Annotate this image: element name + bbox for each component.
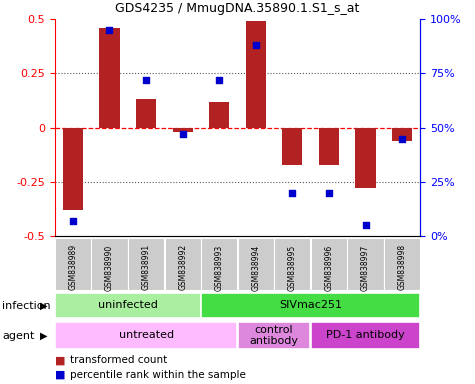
Text: GSM838995: GSM838995: [288, 244, 297, 291]
Text: control
antibody: control antibody: [249, 324, 299, 346]
Bar: [55, 322, 237, 349]
Bar: [384, 238, 420, 290]
Bar: [55, 293, 200, 318]
Text: percentile rank within the sample: percentile rank within the sample: [70, 370, 246, 380]
Bar: [201, 238, 238, 290]
Point: [362, 222, 370, 228]
Bar: [311, 322, 420, 349]
Text: GSM838991: GSM838991: [142, 244, 151, 290]
Point: [325, 190, 332, 196]
Bar: [209, 102, 229, 127]
Point: [142, 77, 150, 83]
Text: infection: infection: [2, 301, 51, 311]
Text: GSM838997: GSM838997: [361, 244, 370, 291]
Point: [69, 218, 77, 224]
Bar: [91, 238, 128, 290]
Point: [252, 42, 259, 48]
Bar: [164, 238, 201, 290]
Bar: [355, 127, 376, 189]
Bar: [201, 293, 420, 318]
Text: GSM838990: GSM838990: [105, 244, 114, 291]
Text: ▶: ▶: [40, 331, 48, 341]
Text: ■: ■: [55, 370, 65, 380]
Bar: [311, 238, 347, 290]
Text: transformed count: transformed count: [70, 355, 167, 365]
Bar: [63, 127, 83, 210]
Bar: [282, 127, 303, 165]
Bar: [274, 238, 311, 290]
Point: [216, 77, 223, 83]
Bar: [238, 322, 310, 349]
Text: GSM838989: GSM838989: [68, 244, 77, 290]
Bar: [246, 22, 266, 127]
Point: [105, 27, 113, 33]
Bar: [347, 238, 384, 290]
Bar: [392, 127, 412, 141]
Bar: [136, 99, 156, 127]
Bar: [128, 238, 164, 290]
Text: uninfected: uninfected: [98, 300, 158, 311]
Text: PD-1 antibody: PD-1 antibody: [326, 330, 405, 341]
Text: GSM838994: GSM838994: [251, 244, 260, 291]
Point: [179, 131, 186, 137]
Text: ▶: ▶: [40, 301, 48, 311]
Bar: [238, 238, 274, 290]
Text: GSM838992: GSM838992: [178, 244, 187, 290]
Bar: [55, 238, 91, 290]
Bar: [172, 127, 193, 132]
Text: agent: agent: [2, 331, 35, 341]
Text: GSM838998: GSM838998: [398, 244, 407, 290]
Point: [398, 136, 406, 142]
Text: SIVmac251: SIVmac251: [279, 300, 342, 311]
Point: [289, 190, 296, 196]
Text: GSM838993: GSM838993: [215, 244, 224, 291]
Text: untreated: untreated: [118, 330, 174, 341]
Text: ■: ■: [55, 355, 65, 365]
Bar: [99, 28, 120, 127]
Title: GDS4235 / MmugDNA.35890.1.S1_s_at: GDS4235 / MmugDNA.35890.1.S1_s_at: [115, 2, 360, 15]
Bar: [319, 127, 339, 165]
Text: GSM838996: GSM838996: [324, 244, 333, 291]
